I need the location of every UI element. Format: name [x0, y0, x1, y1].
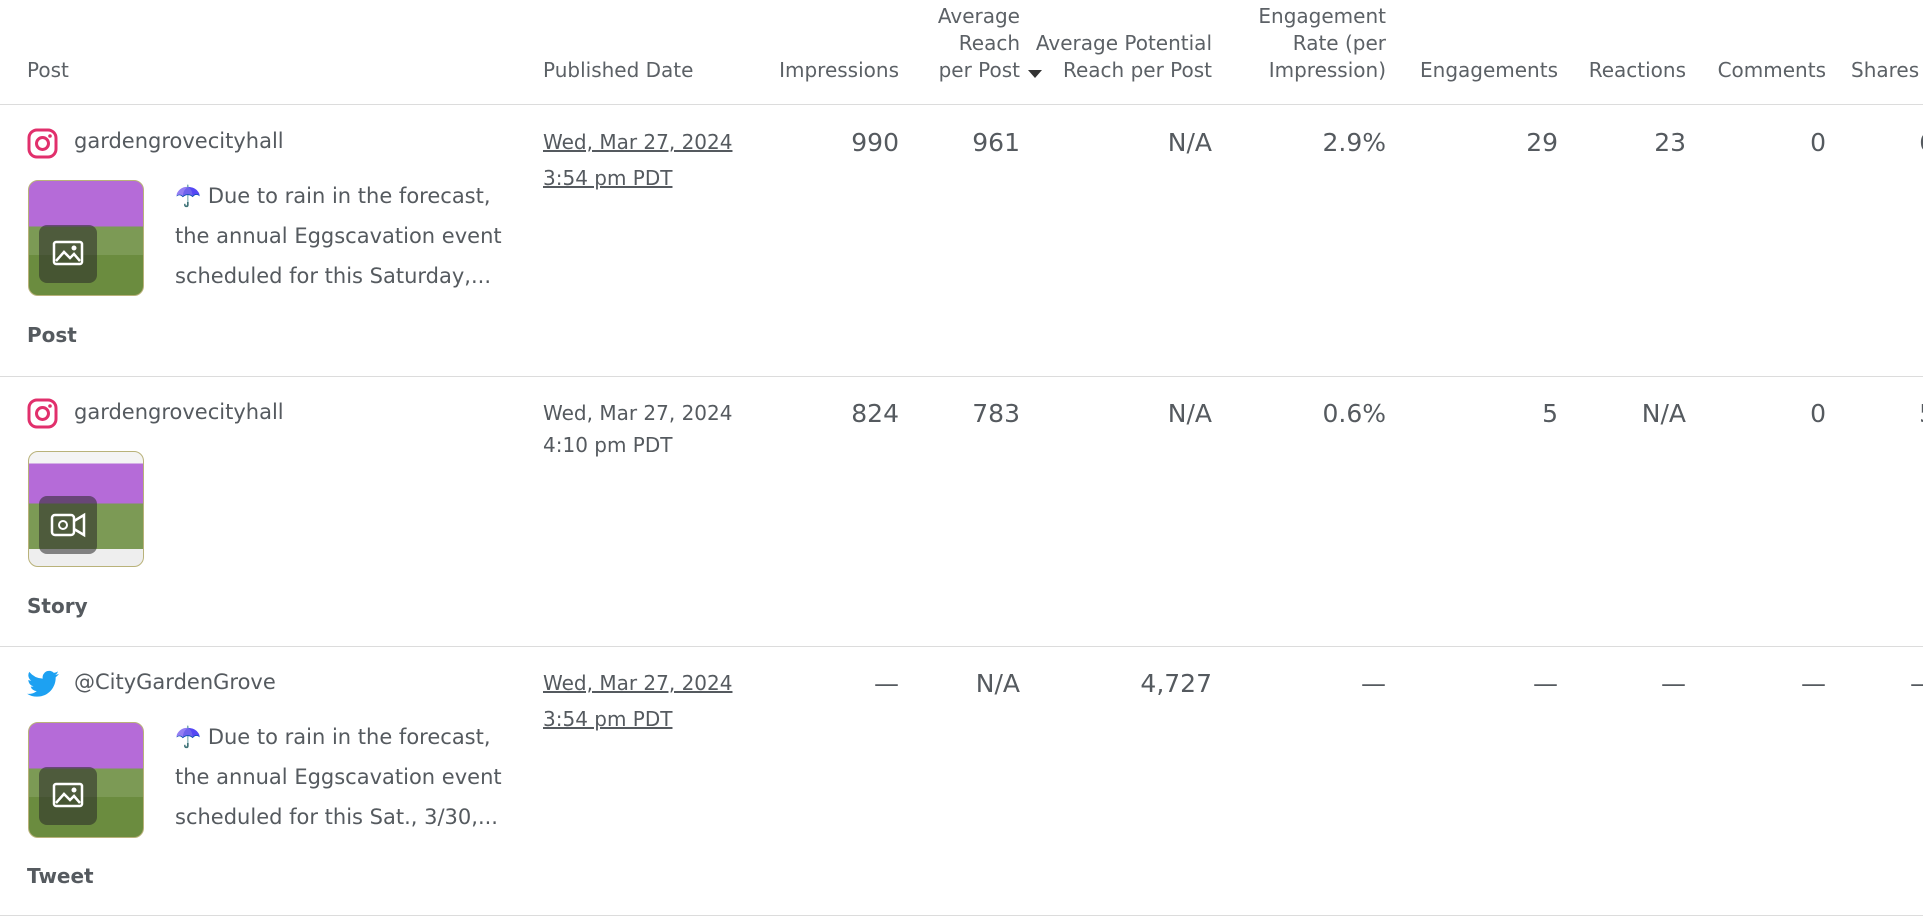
published-date[interactable]: Wed, Mar 27, 2024	[543, 124, 732, 160]
published-date: Wed, Mar 27, 2024	[543, 395, 732, 431]
metric-value: —	[1533, 669, 1558, 698]
metric-value: 824	[851, 399, 899, 428]
metric-value: N/A	[1168, 128, 1212, 157]
instagram-icon	[27, 398, 58, 429]
metric-value: N/A	[976, 669, 1020, 698]
metric-value: —	[1661, 669, 1686, 698]
post-text: ☂️ Due to rain in the forecast, the annu…	[175, 176, 520, 296]
metric-value: 5	[1919, 399, 1923, 428]
instagram-icon	[27, 128, 58, 159]
page: Post Published DateImpressions Average Rea…	[0, 0, 1923, 916]
metric-value: —	[874, 669, 899, 698]
metric-value: 990	[851, 128, 899, 157]
metric-value: 23	[1654, 128, 1686, 157]
metric-value: —	[1801, 669, 1826, 698]
metric-value: 5	[1542, 399, 1558, 428]
account-name[interactable]: gardengrovecityhall	[74, 400, 284, 424]
published-time[interactable]: 3:54 pm PDT	[543, 160, 672, 196]
column-header[interactable]: Average Potential Reach per Post	[1022, 30, 1212, 84]
twitter-icon	[27, 670, 59, 698]
metric-value: 4,727	[1140, 669, 1212, 698]
post-type: Story	[27, 594, 88, 618]
sort-arrow[interactable]	[1027, 69, 1043, 79]
column-header[interactable]: Impressions	[759, 57, 899, 84]
column-header[interactable]: Comments	[1696, 57, 1826, 84]
column-header[interactable]: Post	[27, 57, 227, 84]
metric-value: —	[1910, 669, 1923, 698]
metric-value: 2.9%	[1322, 128, 1386, 157]
published-date[interactable]: Wed, Mar 27, 2024	[543, 665, 732, 701]
metric-value: 0.6%	[1322, 399, 1386, 428]
metric-value: 6	[1919, 128, 1923, 157]
column-header[interactable]: Reactions	[1566, 57, 1686, 84]
row-rule	[0, 646, 1923, 647]
published-time[interactable]: 3:54 pm PDT	[543, 701, 672, 737]
post-thumbnail[interactable]	[28, 180, 144, 296]
account-name[interactable]: gardengrovecityhall	[74, 129, 284, 153]
metric-value: 0	[1810, 399, 1826, 428]
post-type: Post	[27, 323, 77, 347]
column-header[interactable]: Engagement Rate (per Impression)	[1226, 3, 1386, 84]
column-header[interactable]: Published Date	[543, 57, 763, 84]
metric-value: 783	[972, 399, 1020, 428]
post-type: Tweet	[27, 864, 94, 888]
post-text: ☂️ Due to rain in the forecast, the annu…	[175, 717, 520, 837]
tweet-thumbnail[interactable]	[28, 722, 144, 838]
metric-value: N/A	[1642, 399, 1686, 428]
metric-value: N/A	[1168, 399, 1212, 428]
header-rule	[0, 104, 1923, 105]
column-header[interactable]: Average Reach per Post	[920, 3, 1020, 84]
metric-value: 29	[1526, 128, 1558, 157]
column-header[interactable]: Shares	[1851, 57, 1923, 84]
column-header[interactable]: Engagements	[1398, 57, 1558, 84]
metric-value: 961	[972, 128, 1020, 157]
metric-value: 0	[1810, 128, 1826, 157]
row-rule	[0, 376, 1923, 377]
published-time: 4:10 pm PDT	[543, 427, 672, 463]
metric-value: —	[1361, 669, 1386, 698]
account-name[interactable]: @CityGardenGrove	[74, 670, 276, 694]
story-thumbnail[interactable]	[28, 451, 144, 567]
